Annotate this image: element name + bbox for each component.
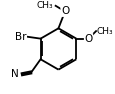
Text: CH₃: CH₃ [36, 1, 52, 10]
Text: N: N [11, 69, 19, 79]
Text: Br: Br [15, 32, 26, 42]
Text: O: O [60, 6, 69, 16]
Text: O: O [84, 34, 92, 44]
Text: CH₃: CH₃ [96, 27, 113, 36]
